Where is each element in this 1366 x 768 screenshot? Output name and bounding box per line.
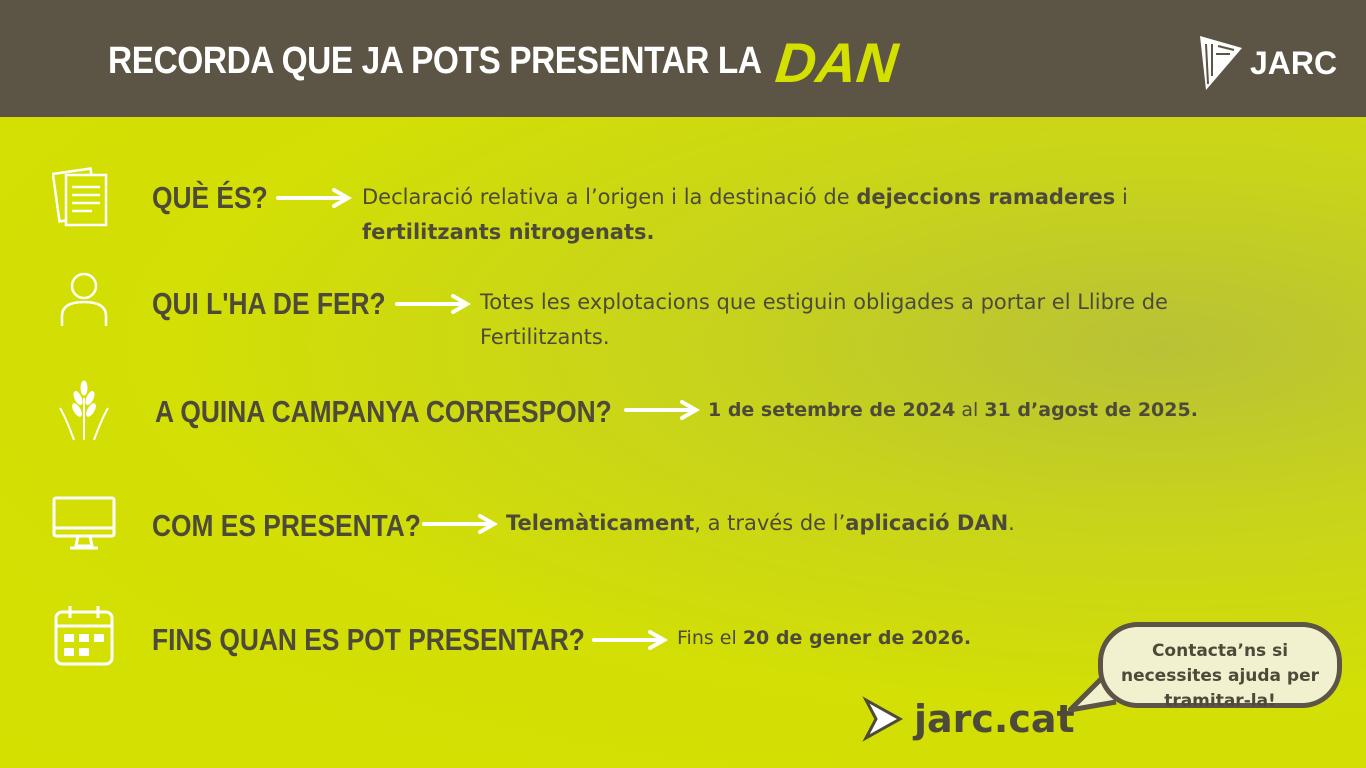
text: Totes les explotacions que estiguin obli…	[480, 290, 1168, 349]
text: , a través de l’	[694, 511, 846, 535]
page-title: RECORDA QUE JA POTS PRESENTAR LA	[108, 40, 762, 82]
bold-text: aplicació DAN	[845, 511, 1009, 535]
bold-text: Telemàticament	[506, 511, 695, 535]
description-com: Telemàticament, a través de l’aplicació …	[506, 506, 1206, 541]
person-icon	[60, 272, 108, 326]
arrow-icon	[422, 514, 498, 534]
help-speech-bubble: Contacta’ns si necessites ajuda per tram…	[1098, 622, 1342, 711]
jarc-logo-icon	[1200, 36, 1242, 90]
text: .	[1008, 511, 1015, 535]
bold-text: fertilitzants nitrogenats.	[362, 220, 655, 244]
title-highlight: DAN	[772, 31, 901, 94]
description-qui: Totes les explotacions que estiguin obli…	[480, 285, 1200, 355]
description-fins-quan: Fins el 20 de gener de 2026.	[677, 621, 1177, 656]
logo-text: JARC	[1250, 44, 1338, 81]
website-link[interactable]: jarc.cat	[862, 696, 1075, 742]
text: al	[955, 399, 985, 421]
bold-text: 1 de setembre de 2024	[708, 399, 956, 421]
heading-qui: QUI L'HA DE FER?	[152, 286, 386, 321]
text: i	[1115, 185, 1128, 209]
arrow-icon	[624, 400, 700, 420]
heading-que-es: QUÈ ÉS?	[152, 180, 268, 215]
header-bar: RECORDA QUE JA POTS PRESENTAR LA DAN JAR…	[0, 0, 1366, 117]
documents-icon	[52, 167, 108, 227]
heading-fins-quan: FINS QUAN ES POT PRESENTAR?	[152, 622, 585, 657]
description-campanya: 1 de setembre de 2024 al 31 d’agost de 2…	[708, 393, 1308, 428]
heading-com: COM ES PRESENTA?	[152, 508, 421, 543]
description-que-es: Declaració relativa a l’origen i la dest…	[362, 180, 1262, 250]
text: Declaració relativa a l’origen i la dest…	[362, 185, 857, 209]
text: Fins el	[677, 627, 743, 649]
wheat-icon	[59, 380, 109, 441]
arrow-icon	[395, 294, 471, 314]
arrow-icon	[592, 630, 668, 650]
arrow-icon	[276, 188, 352, 208]
bold-text: dejeccions ramaderes	[856, 185, 1116, 209]
arrow-chevron-icon	[862, 696, 904, 742]
heading-campanya: A QUINA CAMPANYA CORRESPON?	[155, 394, 612, 429]
website-text: jarc.cat	[914, 697, 1075, 741]
monitor-icon	[52, 496, 116, 550]
bold-text: 20 de gener de 2026.	[742, 627, 972, 649]
calendar-icon	[54, 606, 114, 666]
jarc-logo: JARC	[1198, 34, 1337, 92]
bold-text: 31 d’agost de 2025.	[984, 399, 1198, 421]
